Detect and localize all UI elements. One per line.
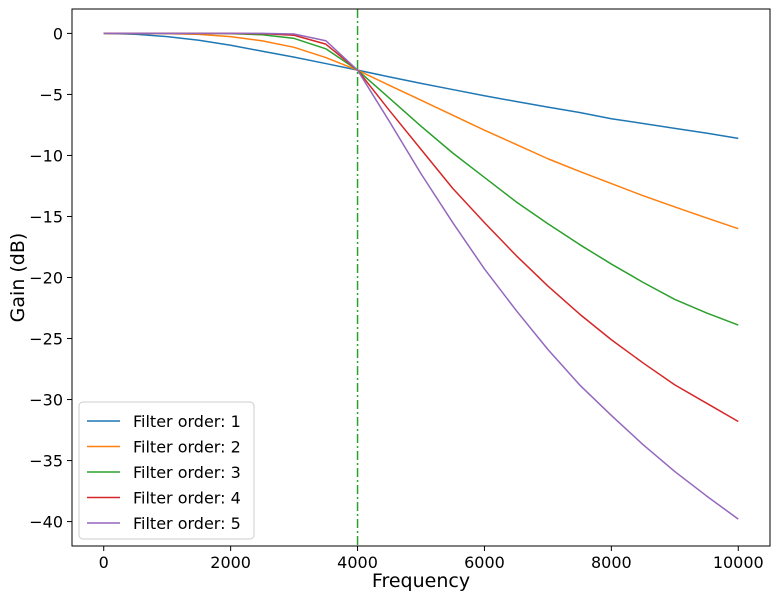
series-line-order-2 bbox=[103, 32, 739, 230]
legend-label-order-4: Filter order: 4 bbox=[133, 489, 241, 508]
x-tick-label: 6000 bbox=[464, 553, 505, 572]
series-line-order-1 bbox=[103, 32, 739, 140]
y-tick-label: −10 bbox=[29, 146, 63, 165]
x-tick-label: 0 bbox=[99, 553, 109, 572]
legend: Filter order: 1 Filter order: 2 Filter ord… bbox=[78, 401, 255, 540]
series-line-order-3 bbox=[103, 32, 739, 326]
legend-label-order-2: Filter order: 2 bbox=[133, 438, 241, 457]
y-tick-label: −15 bbox=[29, 207, 63, 226]
axes: 0 2000 4000 6000 8000 10000 0 −5 −10 −15 −20 −25 −30… bbox=[29, 8, 771, 572]
y-tick-label: −30 bbox=[29, 391, 63, 410]
x-tick-label: 2000 bbox=[210, 553, 251, 572]
y-tick-label: −25 bbox=[29, 330, 63, 349]
x-tick-label: 4000 bbox=[337, 553, 378, 572]
y-tick-label: −20 bbox=[29, 269, 63, 288]
y-tick-label: −40 bbox=[29, 513, 63, 532]
x-axis-label: Frequency bbox=[372, 570, 470, 592]
legend-label-order-5: Filter order: 5 bbox=[133, 514, 241, 533]
series-line-order-4 bbox=[103, 32, 739, 423]
y-tick-label: 0 bbox=[53, 24, 63, 43]
legend-label-order-3: Filter order: 3 bbox=[133, 463, 241, 482]
y-tick-label: −35 bbox=[29, 452, 63, 471]
y-tick-label: −5 bbox=[39, 85, 63, 104]
legend-box bbox=[78, 401, 255, 540]
x-tick-label: 10000 bbox=[713, 553, 764, 572]
y-axis-label: Gain (dB) bbox=[7, 233, 29, 323]
series-line-order-5 bbox=[103, 32, 739, 520]
x-tick-label: 8000 bbox=[591, 553, 632, 572]
plot-area bbox=[103, 9, 739, 546]
legend-label-order-1: Filter order: 1 bbox=[133, 412, 241, 431]
